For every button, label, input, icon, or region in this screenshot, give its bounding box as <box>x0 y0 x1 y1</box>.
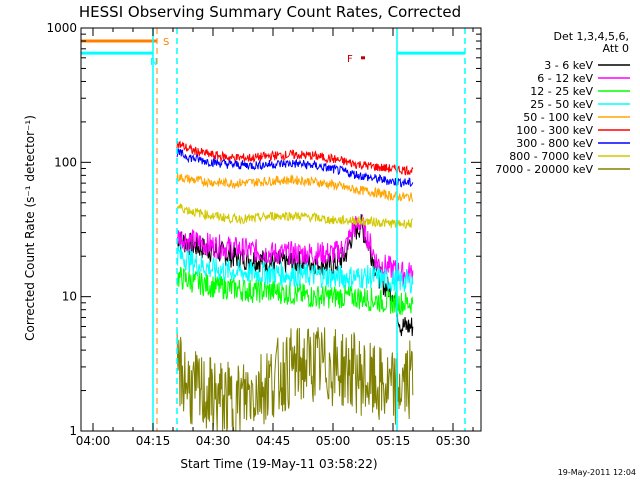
series-line-800-7000-kev <box>176 203 414 230</box>
legend-header: Att 0 <box>603 42 629 55</box>
plot-frame <box>80 27 482 432</box>
x-tick-label: 04:45 <box>256 434 291 448</box>
legend-header: Det 1,3,4,5,6, <box>553 30 629 43</box>
flare-marker <box>361 56 365 60</box>
x-axis-label: Start Time (19-May-11 03:58:22) <box>180 457 377 471</box>
series-line-3-6-kev <box>176 214 414 337</box>
series-line-12-25-kev <box>176 266 414 316</box>
series-line-300-800-kev <box>176 148 414 188</box>
y-tick-label: 1 <box>69 424 77 438</box>
legend-label: 800 - 7000 keV <box>509 150 593 163</box>
y-tick-label: 10 <box>62 290 77 304</box>
legend-label: 25 - 50 keV <box>530 98 593 111</box>
x-tick-label: 04:00 <box>76 434 111 448</box>
x-tick-label: 05:15 <box>376 434 411 448</box>
x-tick-label: 04:15 <box>136 434 171 448</box>
series-line-100-300-kev <box>176 140 414 176</box>
legend-label: 100 - 300 keV <box>516 124 593 137</box>
legend-label: 7000 - 20000 keV <box>495 163 593 176</box>
legend-label: 3 - 6 keV <box>544 59 593 72</box>
annotation-n: N <box>150 57 157 68</box>
series-line-25-50-kev <box>176 244 414 294</box>
series-line-6-12-kev <box>176 214 414 285</box>
x-tick-label: 05:00 <box>316 434 351 448</box>
footer-date: 19-May-2011 12:04 <box>558 468 636 477</box>
chart-title: HESSI Observing Summary Count Rates, Cor… <box>79 3 461 21</box>
y-tick-label: 1000 <box>46 21 77 35</box>
annotation-f: F <box>347 54 353 65</box>
y-axis-label: Corrected Count Rate (s⁻¹ detector⁻¹) <box>23 115 37 341</box>
legend-label: 12 - 25 keV <box>530 85 593 98</box>
y-tick-label: 100 <box>54 155 77 169</box>
series-line-7000-20000-kev <box>176 327 414 432</box>
annotation-s: S <box>163 37 169 48</box>
x-tick-label: 05:30 <box>436 434 471 448</box>
legend-label: 50 - 100 keV <box>523 111 593 124</box>
x-tick-label: 04:30 <box>196 434 231 448</box>
annotation-layer: SN F <box>81 28 466 431</box>
legend-label: 300 - 800 keV <box>516 137 593 150</box>
series-line-50-100-kev <box>176 172 414 203</box>
data-layer <box>176 140 414 432</box>
legend-label: 6 - 12 keV <box>537 72 593 85</box>
axis-layer: 04:00 04:15 04:30 04:45 05:00 05:15 05:30 1 10 10… <box>46 21 481 448</box>
